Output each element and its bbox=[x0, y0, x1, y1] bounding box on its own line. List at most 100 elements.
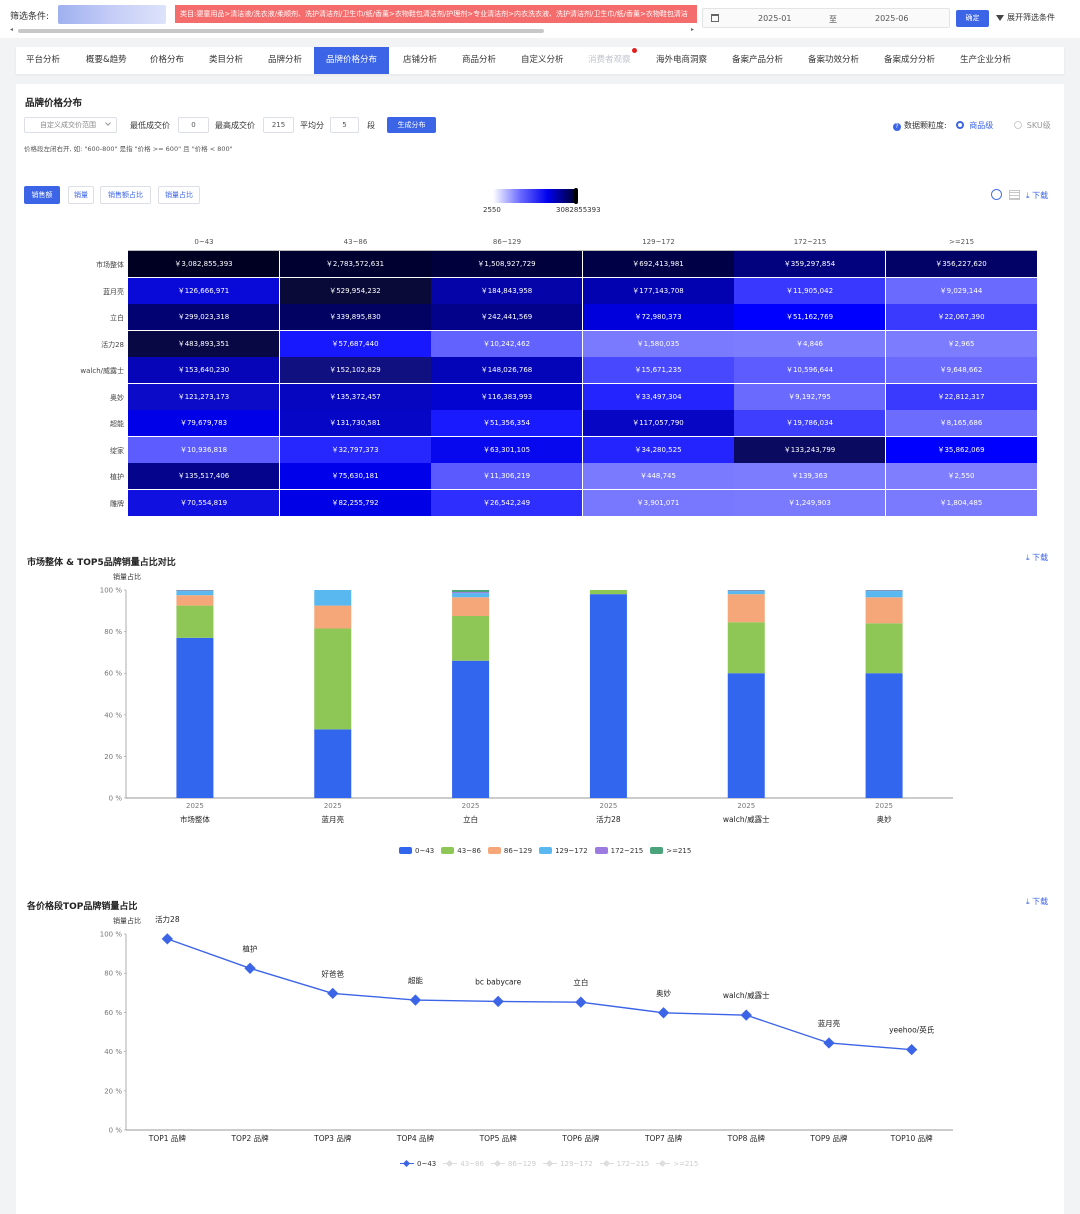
tab-7[interactable]: 商品分析 bbox=[462, 55, 497, 65]
heatmap-cell[interactable]: ￥117,057,790 bbox=[582, 410, 734, 436]
heatmap-cell[interactable]: ￥70,554,819 bbox=[128, 489, 279, 516]
tab-14[interactable]: 生产企业分析 bbox=[960, 55, 1012, 65]
tab-6[interactable]: 店铺分析 bbox=[403, 55, 438, 65]
heatmap-cell[interactable]: ￥483,893,351 bbox=[128, 330, 279, 357]
data-point[interactable] bbox=[905, 1043, 918, 1056]
category-filter-tag[interactable]: 类目:婴童用品>清洁液/洗衣液/柔顺剂、洗护清洁剂/卫生巾/纸/香薰>衣物鞋包清… bbox=[175, 5, 697, 23]
bar-segment-0-43[interactable] bbox=[452, 660, 490, 798]
tab-5[interactable]: 品牌价格分布 bbox=[314, 47, 390, 74]
bar-segment-0-43[interactable] bbox=[865, 673, 903, 798]
heatmap-cell[interactable]: ￥529,954,232 bbox=[279, 277, 431, 304]
bar-segment-172-215[interactable] bbox=[176, 590, 214, 592]
heatmap-cell[interactable]: ￥10,242,462 bbox=[431, 330, 582, 357]
heatmap-cell[interactable]: ￥82,255,792 bbox=[279, 489, 431, 516]
legend-item-215[interactable]: >=215 bbox=[650, 847, 691, 855]
heatmap-cell[interactable]: ￥35,862,069 bbox=[885, 436, 1037, 463]
bar-segment-129-172[interactable] bbox=[314, 590, 352, 606]
confirm-button[interactable]: 确定 bbox=[956, 10, 989, 27]
scroll-right-icon[interactable]: ▸ bbox=[691, 26, 695, 33]
heatmap-cell[interactable]: ￥15,671,235 bbox=[582, 357, 734, 383]
bar-segment-43-86[interactable] bbox=[176, 605, 214, 638]
bar-segment-0-43[interactable] bbox=[176, 637, 214, 798]
tab-0[interactable]: 平台分析 bbox=[26, 55, 61, 65]
heatmap-cell[interactable]: ￥126,666,971 bbox=[128, 277, 279, 304]
heatmap-cell[interactable]: ￥11,306,219 bbox=[431, 463, 582, 489]
heatmap-cell[interactable]: ￥10,596,644 bbox=[734, 357, 885, 383]
expand-filter-button[interactable]: 展开筛选条件 bbox=[996, 12, 1055, 23]
heatmap-cell[interactable]: ￥116,383,993 bbox=[431, 383, 582, 410]
heatmap-cell[interactable]: ￥3,901,071 bbox=[582, 489, 734, 516]
heatmap-cell[interactable]: ￥339,895,830 bbox=[279, 304, 431, 330]
legend-item-129-172[interactable]: 129~172 bbox=[539, 847, 588, 855]
bar-segment-129-172[interactable] bbox=[452, 593, 490, 598]
heatmap-cell[interactable]: ￥131,730,581 bbox=[279, 410, 431, 436]
bar-segment-0-43[interactable] bbox=[589, 594, 627, 798]
price-range-select[interactable]: 自定义成交价范围 bbox=[24, 117, 117, 133]
bar-segment-0-43[interactable] bbox=[727, 673, 765, 798]
heatmap-cell[interactable]: ￥359,297,854 bbox=[734, 251, 885, 277]
tab-13[interactable]: 备案成分分析 bbox=[884, 55, 936, 65]
bar-segment-129-172[interactable] bbox=[865, 591, 903, 598]
legend-item-86-129[interactable]: 86~129 bbox=[487, 847, 532, 855]
tab-3[interactable]: 类目分析 bbox=[209, 55, 244, 65]
legend-item-172-215[interactable]: 172~215 bbox=[599, 1159, 649, 1168]
legend-item-129-172[interactable]: 129~172 bbox=[543, 1159, 593, 1168]
color-scale-handle[interactable] bbox=[574, 188, 578, 204]
bar-segment-43-86[interactable] bbox=[589, 590, 627, 595]
data-point[interactable] bbox=[161, 933, 174, 945]
tab-8[interactable]: 自定义分析 bbox=[521, 55, 564, 65]
legend-item-172-215[interactable]: 172~215 bbox=[594, 847, 643, 855]
tab-2[interactable]: 价格分布 bbox=[150, 55, 185, 65]
bar-segment-86-129[interactable] bbox=[314, 605, 352, 629]
horizontal-scrollbar[interactable]: ◂ ▸ bbox=[10, 26, 696, 34]
heatmap-cell[interactable]: ￥33,497,304 bbox=[582, 383, 734, 410]
chart-view-icon[interactable] bbox=[991, 189, 1002, 200]
heatmap-cell[interactable]: ￥22,812,317 bbox=[885, 383, 1037, 410]
heatmap-cell[interactable]: ￥152,102,829 bbox=[279, 357, 431, 383]
scroll-left-icon[interactable]: ◂ bbox=[10, 26, 14, 33]
data-point[interactable] bbox=[492, 995, 504, 1008]
bar-segment-215[interactable] bbox=[452, 590, 490, 593]
data-point[interactable] bbox=[409, 994, 422, 1006]
date-start[interactable]: 2025-01 bbox=[758, 14, 792, 23]
heatmap-cell[interactable]: ￥34,280,525 bbox=[582, 436, 734, 463]
date-range-picker[interactable]: 2025-01 至 2025-06 bbox=[702, 8, 950, 28]
generate-distribution-button[interactable]: 生成分布 bbox=[387, 117, 436, 133]
legend-item-43-86[interactable]: 43~86 bbox=[441, 847, 481, 855]
heatmap-cell[interactable]: ￥153,640,230 bbox=[128, 357, 279, 383]
download-button-stacked[interactable]: ⤓ 下载 bbox=[1026, 553, 1049, 562]
bar-segment-86-129[interactable] bbox=[727, 594, 765, 623]
heatmap-cell[interactable]: ￥9,192,795 bbox=[734, 383, 885, 410]
heatmap-cell[interactable]: ￥32,797,373 bbox=[279, 436, 431, 463]
heatmap-cell[interactable]: ￥242,441,569 bbox=[431, 304, 582, 330]
data-point[interactable] bbox=[327, 987, 339, 1000]
tab-1[interactable]: 概要&趋势 bbox=[86, 55, 127, 65]
heatmap-cell[interactable]: ￥148,026,768 bbox=[431, 357, 582, 383]
heatmap-cell[interactable]: ￥75,630,181 bbox=[279, 463, 431, 489]
legend-item-0-43[interactable]: 0~43 bbox=[400, 1159, 436, 1168]
data-point[interactable] bbox=[657, 1007, 670, 1019]
heatmap-cell[interactable]: ￥135,372,457 bbox=[279, 383, 431, 410]
heatmap-cell[interactable]: ￥4,846 bbox=[734, 330, 885, 357]
heatmap-cell[interactable]: ￥299,023,318 bbox=[128, 304, 279, 330]
heatmap-cell[interactable]: ￥3,082,855,393 bbox=[128, 251, 279, 277]
heatmap-cell[interactable]: ￥22,067,390 bbox=[885, 304, 1037, 330]
legend-item-215[interactable]: >=215 bbox=[656, 1159, 698, 1168]
scroll-thumb[interactable] bbox=[18, 29, 544, 33]
data-point[interactable] bbox=[740, 1009, 752, 1021]
heatmap-cell[interactable]: ￥356,227,620 bbox=[885, 251, 1037, 277]
heatmap-cell[interactable]: ￥79,679,783 bbox=[128, 410, 279, 436]
heatmap-cell[interactable]: ￥51,162,769 bbox=[734, 304, 885, 330]
bar-segment-86-129[interactable] bbox=[176, 595, 214, 606]
heatmap-cell[interactable]: ￥19,786,034 bbox=[734, 410, 885, 436]
heatmap-cell[interactable]: ￥1,580,035 bbox=[582, 330, 734, 357]
heatmap-cell[interactable]: ￥1,508,927,729 bbox=[431, 251, 582, 277]
heatmap-cell[interactable]: ￥2,550 bbox=[885, 463, 1037, 489]
metric-button-sales-amount-share[interactable]: 销售额占比 bbox=[100, 186, 151, 204]
data-point[interactable] bbox=[575, 996, 587, 1008]
bar-segment-172-215[interactable] bbox=[452, 592, 490, 594]
tab-12[interactable]: 备案功效分析 bbox=[808, 55, 860, 65]
download-button-heatmap[interactable]: ⤓ 下载 bbox=[1026, 191, 1049, 200]
heatmap-cell[interactable]: ￥2,783,572,631 bbox=[279, 251, 431, 277]
table-view-icon[interactable] bbox=[1009, 190, 1020, 200]
